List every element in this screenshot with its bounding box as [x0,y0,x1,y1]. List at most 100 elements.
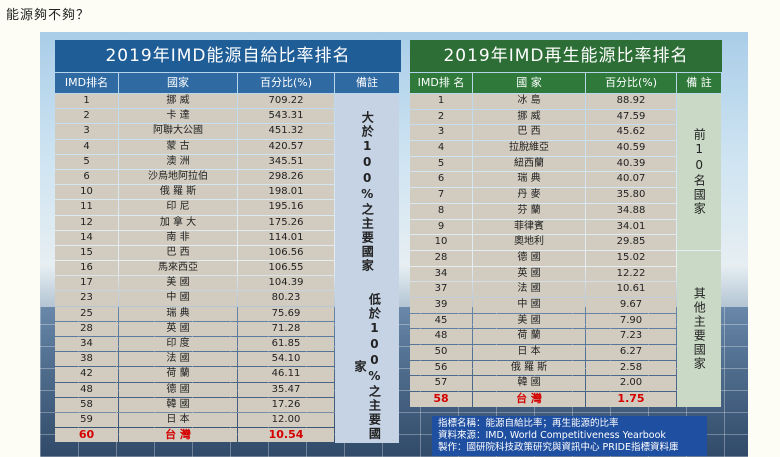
percent-cell: 17.26 [238,397,334,412]
table-row: 48 荷 蘭 7.23 [410,329,677,344]
percent-cell: 12.00 [238,412,334,428]
rank-cell: 37 [410,282,472,297]
country-cell: 挪 威 [119,94,237,109]
rank-cell: 17 [55,276,118,291]
rank-cell: 48 [55,382,118,397]
table-row: 58 韓 國 17.26 [55,397,335,412]
rank-cell: 28 [410,250,472,266]
country-cell: 丹 麥 [473,188,585,203]
table-row: 5 紐西蘭 40.39 [410,156,677,172]
rank-cell: 23 [55,291,118,306]
table-row: 37 法 國 10.61 [410,282,677,297]
table-header: IMD排名 國家 百分比(%) 備註 [55,73,401,93]
country-cell: 台 灣 [119,428,237,443]
rank-cell: 2 [410,109,472,125]
table-row: 39 中 國 9.67 [410,297,677,313]
country-cell: 加 拿 大 [119,215,237,230]
table-row: 17 美 國 104.39 [55,276,335,291]
table-row: 10 奧地利 29.85 [410,235,677,250]
country-cell: 印 尼 [119,200,237,215]
note-cell: 其他主要國家 [677,251,721,407]
page-title: 能源夠不夠？ [6,8,91,23]
header-note: 備註 [335,73,399,93]
rank-cell: 7 [410,188,472,203]
rank-cell: 57 [410,376,472,392]
percent-cell: 106.55 [238,261,334,276]
country-cell: 台 灣 [473,392,585,407]
country-cell: 中 國 [119,291,237,306]
country-cell: 法 國 [119,352,237,367]
rank-cell: 48 [410,329,472,344]
percent-cell: 345.51 [238,154,334,169]
country-cell: 德 國 [119,382,237,397]
note-cell: 前10名國家 [677,94,721,250]
percent-cell: 2.58 [586,360,676,376]
country-cell: 巴 西 [119,245,237,261]
rank-cell: 10 [55,185,118,200]
table-row: 34 印 度 61.85 [55,337,335,352]
rank-cell: 12 [55,215,118,230]
table-row: 16 馬來西亞 106.55 [55,261,335,276]
rank-cell: 9 [410,219,472,235]
percent-cell: 12.22 [586,266,676,282]
country-cell: 印 度 [119,337,237,352]
percent-cell: 29.85 [586,235,676,250]
table-row: 11 印 尼 195.16 [55,200,335,215]
percent-cell: 6.27 [586,345,676,360]
country-cell: 美 國 [473,313,585,329]
table-row: 42 荷 蘭 46.11 [55,367,335,382]
country-cell: 德 國 [473,250,585,266]
percent-cell: 75.69 [238,306,334,321]
footer-line: 製作：國研院科技政策研究與資訊中心 PRIDE指標資料庫 [438,442,679,453]
percent-cell: 71.28 [238,321,334,336]
percent-cell: 10.61 [586,282,676,297]
table-row: 10 俄 羅 斯 198.01 [55,185,335,200]
rank-cell: 25 [55,306,118,321]
percent-cell: 40.07 [586,172,676,188]
rank-cell: 16 [55,261,118,276]
percent-cell: 114.01 [238,230,334,245]
header-note: 備 註 [677,73,721,93]
rank-cell: 60 [55,428,118,443]
table-row: 6 沙烏地阿拉伯 298.26 [55,169,335,185]
country-cell: 阿聯大公國 [119,124,237,139]
table-row: 59 日 本 12.00 [55,412,335,428]
header-rank: IMD排名 [55,73,118,93]
rank-cell: 11 [55,200,118,215]
rank-cell: 3 [410,125,472,141]
rank-cell: 34 [410,266,472,282]
rank-cell: 6 [410,172,472,188]
country-cell: 芬 蘭 [473,203,585,219]
country-cell: 南 非 [119,230,237,245]
rank-cell: 14 [55,230,118,245]
rank-cell: 59 [55,412,118,428]
country-cell: 英 國 [473,266,585,282]
table-row: 25 瑞 典 75.69 [55,306,335,321]
country-cell: 澳 洲 [119,154,237,169]
country-cell: 冰 島 [473,94,585,109]
rank-cell: 1 [55,94,118,109]
header-percent: 百分比(%) [238,73,334,93]
rank-cell: 5 [410,156,472,172]
table-title: 2019年IMD再生能源比率排名 [410,40,722,72]
country-cell: 巴 西 [473,125,585,141]
rank-cell: 56 [410,360,472,376]
rank-cell: 39 [410,297,472,313]
country-cell: 美 國 [119,276,237,291]
rank-cell: 10 [410,235,472,250]
table-row: 23 中 國 80.23 [55,291,335,306]
table-row: 28 英 國 71.28 [55,321,335,336]
percent-cell: 46.11 [238,367,334,382]
country-cell: 俄 羅 斯 [119,185,237,200]
percent-cell: 9.67 [586,297,676,313]
percent-cell: 198.01 [238,185,334,200]
percent-cell: 61.85 [238,337,334,352]
table-row: 34 英 國 12.22 [410,266,677,282]
percent-cell: 104.39 [238,276,334,291]
